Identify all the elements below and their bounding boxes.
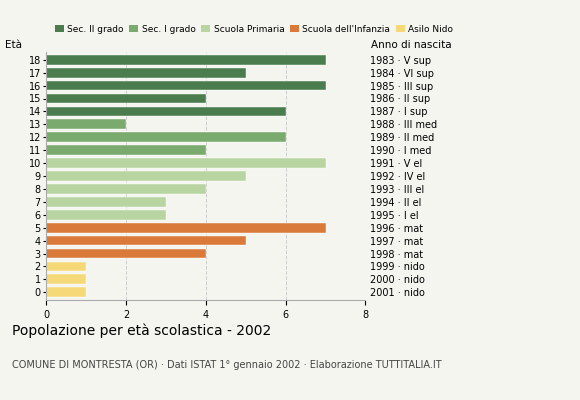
Bar [46, 55, 325, 64]
Text: Popolazione per età scolastica - 2002: Popolazione per età scolastica - 2002 [12, 324, 271, 338]
Text: Anno di nascita: Anno di nascita [371, 40, 452, 50]
Bar [46, 145, 206, 155]
Bar [46, 184, 206, 194]
Bar [46, 94, 206, 103]
Bar [46, 262, 86, 271]
Bar [46, 81, 325, 90]
Bar [46, 236, 246, 246]
Bar [46, 171, 246, 181]
Bar [46, 223, 325, 232]
Text: Età: Età [5, 40, 22, 50]
Bar [46, 120, 126, 129]
Bar [46, 249, 206, 258]
Bar [46, 158, 325, 168]
Bar [46, 106, 285, 116]
Bar [46, 68, 246, 78]
Bar [46, 288, 86, 297]
Legend: Sec. II grado, Sec. I grado, Scuola Primaria, Scuola dell'Infanzia, Asilo Nido: Sec. II grado, Sec. I grado, Scuola Prim… [51, 21, 457, 38]
Bar [46, 274, 86, 284]
Bar [46, 132, 285, 142]
Bar [46, 197, 166, 207]
Text: COMUNE DI MONTRESTA (OR) · Dati ISTAT 1° gennaio 2002 · Elaborazione TUTTITALIA.: COMUNE DI MONTRESTA (OR) · Dati ISTAT 1°… [12, 360, 441, 370]
Bar [46, 210, 166, 220]
